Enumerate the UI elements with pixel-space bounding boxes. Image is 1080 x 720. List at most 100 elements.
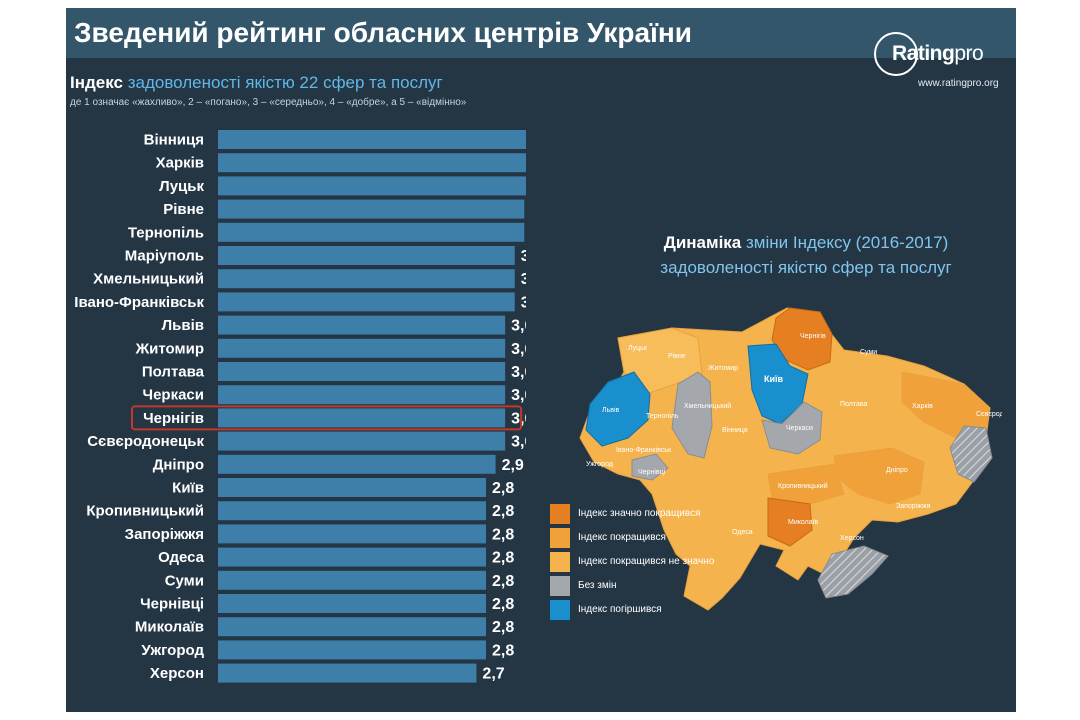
map-city-label: Хмельницький (684, 402, 731, 410)
bar-category-label: Суми (165, 572, 204, 589)
chart-subtitle-rest: задоволеності якістю 22 сфер та послуг (122, 73, 443, 92)
bar (218, 246, 515, 265)
bar (218, 153, 526, 173)
title-band: Зведений рейтинг обласних центрів Україн… (66, 8, 1016, 58)
legend-item-significant-improvement: Індекс значно покращився (550, 504, 750, 524)
bar-category-label: Кропивницький (86, 503, 204, 520)
bar-category-label: Рівне (163, 201, 204, 218)
map-title-line2: задоволеності якістю сфер та послуг (660, 258, 952, 277)
bar (218, 524, 486, 544)
legend-swatch (550, 600, 570, 620)
bar (218, 617, 486, 637)
bar-value-label: 3,0 (511, 434, 526, 451)
map-city-label: Сєвєродонецьк (976, 411, 1002, 418)
bar-category-label: Маріуполь (125, 248, 204, 265)
bar (218, 570, 486, 590)
bar-category-label: Сєвєродонецьк (87, 433, 204, 450)
bar-category-label: Полтава (142, 364, 205, 381)
map-city-label: Херсон (840, 535, 864, 542)
bar-category-label: Львів (162, 317, 204, 334)
bar (218, 176, 526, 196)
legend-swatch (550, 528, 570, 548)
map-city-label: Івано-Франківськ (616, 446, 672, 454)
legend-item-improvement: Індекс покращився (550, 528, 750, 548)
legend-item-worsened: Індекс погіршився (550, 600, 750, 620)
legend-swatch (550, 576, 570, 596)
bar-category-label: Ужгород (141, 642, 204, 659)
bar-category-label: Вінниця (144, 132, 204, 149)
map-city-label: Кропивницький (778, 482, 828, 490)
bar-category-label: Одеса (158, 549, 204, 566)
bar-value-label: 3,0 (511, 318, 526, 335)
page-title: Зведений рейтинг обласних центрів Україн… (74, 17, 693, 48)
map-region-lviv (585, 371, 651, 447)
bar-value-label: 2,7 (482, 666, 504, 683)
bar-category-label: Житомир (135, 340, 204, 357)
logo-text-main: Rating (892, 42, 955, 65)
bar (218, 199, 525, 219)
map-city-label: Полтава (840, 401, 868, 408)
bar-category-label: Хмельницький (93, 271, 204, 288)
map-region-crimea (817, 545, 889, 599)
map-city-label: Рівне (668, 352, 686, 360)
bar (218, 130, 526, 149)
bar (218, 594, 486, 613)
bar-value-label: 2,8 (492, 619, 514, 636)
bar (218, 385, 506, 405)
bar (218, 547, 486, 567)
bar-value-label: 2,8 (492, 503, 514, 520)
bar (218, 315, 506, 335)
map-city-label: Дніпро (886, 466, 908, 474)
bar-value-label: 3,0 (511, 410, 526, 427)
map-city-label: Миколаїв (788, 519, 819, 526)
ratingpro-logo: Ratingpro www.ratingpro.org (874, 32, 1014, 94)
bar (218, 222, 525, 242)
map-city-label: Запоріжжя (896, 502, 931, 510)
bar (218, 501, 486, 521)
ukraine-map: Луцьк Рівне Житомир Чернігів Суми Київ Львів Те… (579, 307, 1002, 611)
bar (218, 663, 477, 683)
map-city-label: Київ (764, 374, 784, 384)
legend-label: Індекс погіршився (578, 604, 662, 615)
map-city-label: Одеса (732, 529, 753, 536)
map-city-label: Чернівці (638, 468, 666, 476)
bar-category-label: Луцьк (159, 178, 204, 195)
logo-text: Ratingpro (892, 42, 984, 66)
logo-url: www.ratingpro.org (918, 78, 999, 89)
chart-scale-note: де 1 означає «жахливо», 2 – «погано», 3 … (70, 97, 467, 108)
map-city-label: Черкаси (786, 425, 813, 432)
bar-value-label: 3,1 (521, 271, 526, 288)
legend-label: Індекс покращився не значно (578, 556, 715, 567)
map-region-khmelnytskyi (671, 371, 713, 459)
legend-item-no-change: Без змін (550, 576, 750, 596)
chart-subtitle-bold: Індекс (70, 73, 123, 92)
legend-label: Індекс значно покращився (578, 508, 701, 519)
bar (218, 640, 486, 660)
map-city-label: Вінниця (722, 426, 748, 434)
bar-value-label: 2,8 (492, 550, 514, 567)
bar-category-label: Київ (172, 480, 204, 497)
logo-text-suffix: pro (954, 42, 984, 65)
bar-category-label: Чернігів (143, 410, 204, 427)
bar-category-label: Черкаси (143, 387, 204, 404)
bar-value-label: 3,1 (521, 294, 526, 311)
bar-category-label: Миколаїв (135, 619, 204, 636)
highlight-frame (131, 405, 523, 431)
bar-value-label: 3,0 (511, 387, 526, 404)
map-city-label: Харків (912, 402, 933, 410)
map-city-label: Чернігів (800, 332, 826, 340)
chart-subtitle: Індекс задоволеності якістю 22 сфер та п… (70, 73, 443, 93)
bar (218, 292, 515, 312)
legend-swatch (550, 552, 570, 572)
map-region-cherkasy (761, 401, 823, 455)
bar-category-label: Чернівці (140, 596, 204, 613)
map-title-rest: зміни Індексу (2016-2017) (741, 233, 949, 252)
bar (218, 362, 506, 381)
bar-value-label: 2,8 (492, 573, 514, 590)
bar-category-label: Херсон (150, 665, 204, 682)
map-city-label: Львів (602, 406, 620, 414)
bar-value-label: 2,8 (492, 642, 514, 659)
bar-value-label: 2,8 (492, 526, 514, 543)
legend-label: Без змін (578, 580, 617, 591)
bar-value-label: 3,0 (511, 364, 526, 381)
